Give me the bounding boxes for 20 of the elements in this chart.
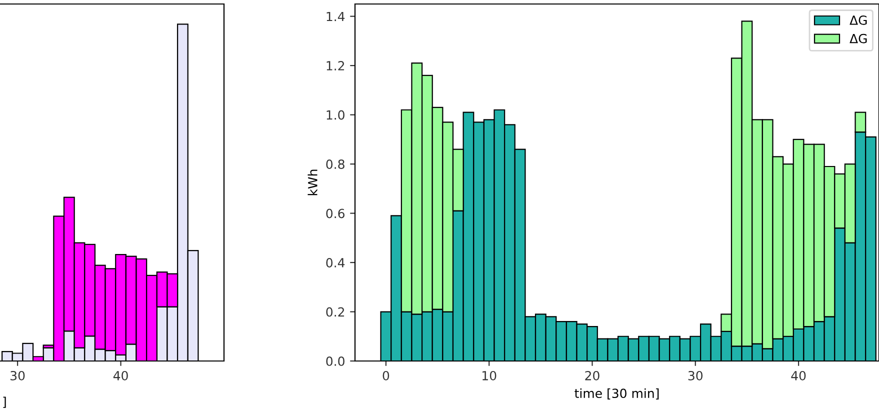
- legend-label: ΔG: [850, 34, 867, 44]
- y-tick-label: 0.0: [326, 356, 344, 366]
- y-tick-label: 0.8: [326, 160, 344, 169]
- x-tick-label: 10: [482, 370, 496, 380]
- x-axis-title: ]: [3, 396, 6, 408]
- y-tick-label: 1.4: [326, 12, 345, 22]
- y-tick-label: 0.4: [326, 258, 345, 268]
- y-tick-label: 1.2: [326, 61, 344, 70]
- x-tick-label: 20: [585, 370, 600, 380]
- y-axis-title: kWh: [308, 170, 318, 196]
- y-tick-label: 0.6: [326, 208, 344, 218]
- x-tick-label: 30: [688, 370, 703, 380]
- x-tick-label: 40: [113, 370, 128, 380]
- x-tick-label: 40: [791, 370, 806, 380]
- legend-label: ΔG: [850, 15, 867, 25]
- x-tick-label: 30: [10, 370, 25, 380]
- x-tick-label: 0: [382, 370, 390, 380]
- x-axis-title: time [30 min]: [574, 388, 659, 400]
- y-tick-label: 0.2: [326, 307, 344, 317]
- y-tick-label: 1.0: [326, 110, 344, 120]
